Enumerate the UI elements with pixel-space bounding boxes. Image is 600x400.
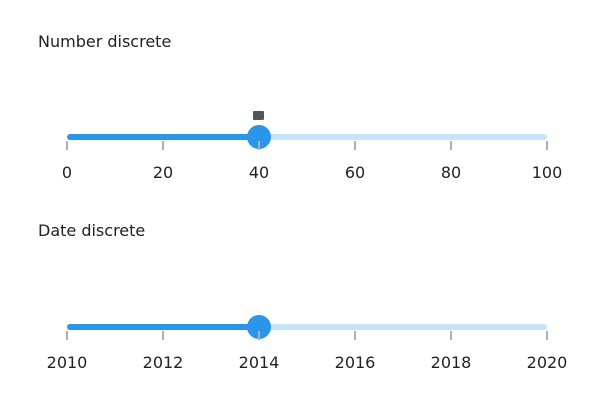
tick-label: 100 [531, 163, 563, 182]
date-slider-title: Date discrete [38, 221, 146, 240]
slider-track[interactable] [67, 134, 547, 140]
slider-fill [67, 134, 259, 140]
tick-mark [354, 141, 356, 150]
number-slider[interactable]: 0 20 40 60 80 100 [62, 111, 562, 182]
tick-mark [162, 331, 164, 340]
tick-label: 2014 [238, 353, 280, 372]
tick-mark [450, 141, 452, 150]
tick-mark [354, 331, 356, 340]
tick-label: 2010 [46, 353, 88, 372]
tick-mark [258, 331, 260, 340]
tick-label: 0 [61, 163, 73, 182]
tick-label: 2018 [430, 353, 472, 372]
tick-mark [162, 141, 164, 150]
tick-label: 2016 [334, 353, 376, 372]
tick-mark [546, 141, 548, 150]
tick-label: 2012 [142, 353, 184, 372]
tick-mark [258, 141, 260, 150]
tick-label: 2020 [526, 353, 568, 372]
number-slider-title: Number discrete [38, 32, 172, 51]
date-slider[interactable]: 2010 2012 2014 2016 2018 2020 [47, 315, 567, 372]
tick-label: 40 [248, 163, 270, 182]
tick-mark [66, 331, 68, 340]
tick-mark [450, 331, 452, 340]
slider-track[interactable] [67, 324, 547, 330]
tick-mark [66, 141, 68, 150]
tick-label: 20 [152, 163, 174, 182]
tick-label: 80 [440, 163, 462, 182]
tick-mark [546, 331, 548, 340]
tick-label: 60 [344, 163, 366, 182]
value-tooltip [253, 111, 264, 120]
slider-fill [67, 324, 259, 330]
